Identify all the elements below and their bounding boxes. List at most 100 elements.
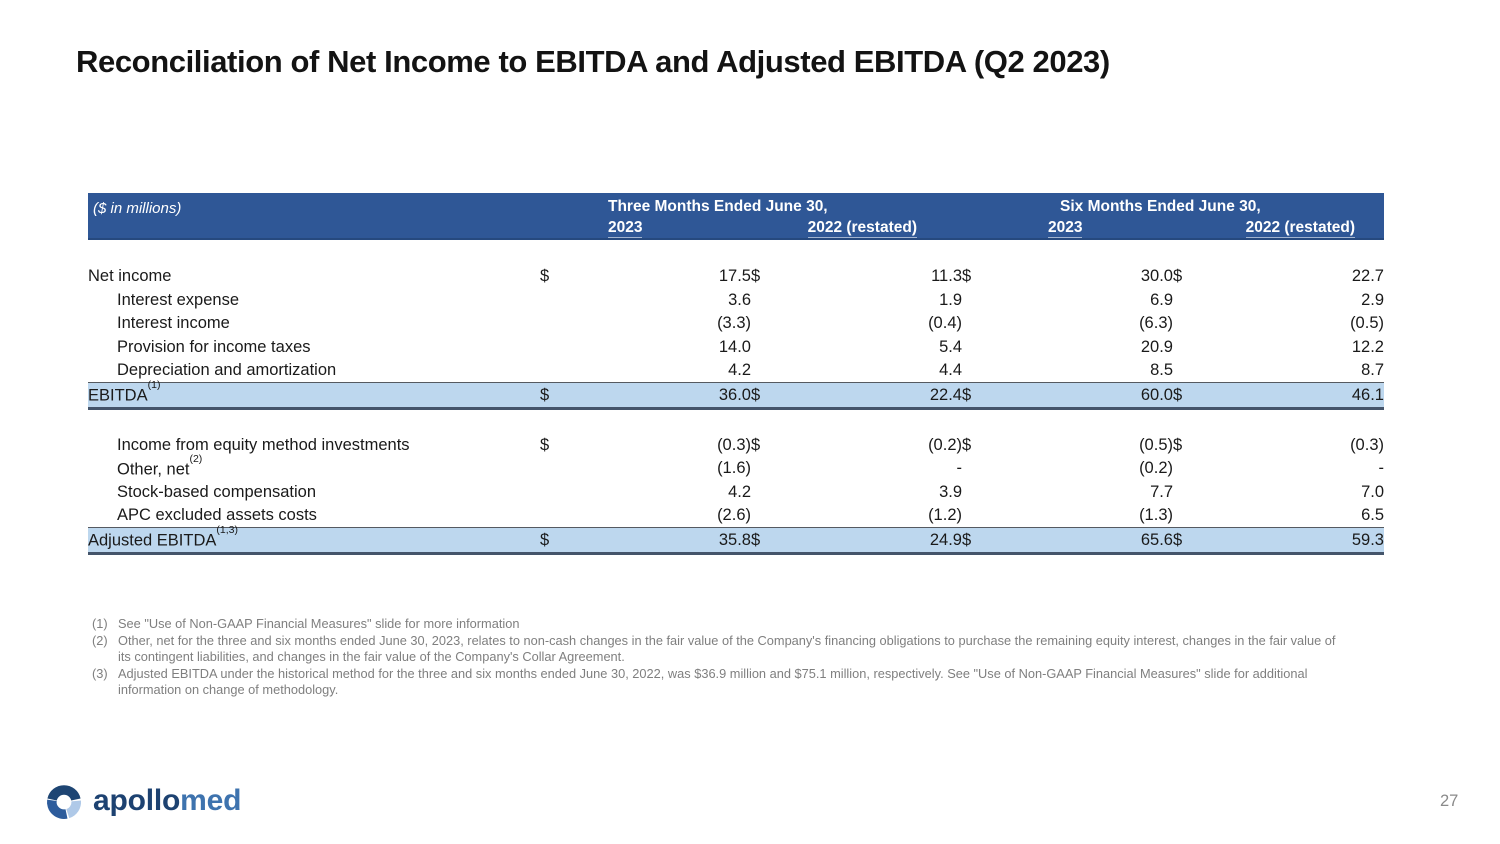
footnote: (2) Other, net for the three and six mont… <box>92 633 1346 666</box>
row-label: Net income <box>88 267 172 286</box>
table-row: APC excluded assets costs (2.6) (1.2) (1.3)… <box>88 504 1384 528</box>
value-cell: 5.4 <box>939 337 962 356</box>
value-cell: 12.2 <box>1351 337 1384 356</box>
logo-text-secondary: med <box>180 784 242 817</box>
value-cell: 36.0 <box>588 382 751 410</box>
value-cell: (0.5) <box>1350 314 1384 333</box>
footnote-number: (2) <box>92 632 108 648</box>
row-label: Other, net(2) <box>117 452 203 479</box>
currency-cell <box>751 289 799 313</box>
value-cell: 7.7 <box>1150 482 1173 501</box>
logo-text-primary: apollo <box>93 784 181 817</box>
currency-cell <box>540 481 588 505</box>
currency-cell <box>751 359 799 383</box>
currency-cell <box>962 457 1010 481</box>
row-label: Income from equity method investments <box>117 435 410 454</box>
value-cell: (6.3) <box>1139 314 1173 333</box>
value-cell: 8.5 <box>1150 361 1173 379</box>
value-cell: - <box>1378 459 1385 478</box>
currency-cell <box>540 359 588 383</box>
currency-cell <box>962 481 1010 505</box>
currency-cell: $ <box>1173 267 1183 286</box>
spacer-row <box>88 409 1384 434</box>
currency-cell <box>751 336 799 360</box>
row-label: Interest income <box>117 314 230 333</box>
value-cell: 1.9 <box>939 290 962 309</box>
table-row: Interest expense 3.6 1.9 6.9 2.9 <box>88 289 1384 313</box>
currency-cell: $ <box>751 267 761 286</box>
value-cell: 4.2 <box>728 361 751 379</box>
value-cell: - <box>956 459 963 478</box>
row-label: Stock-based compensation <box>117 482 317 501</box>
value-cell: (0.3) <box>1350 435 1384 454</box>
value-cell: 2.9 <box>1361 290 1384 309</box>
footnote-number: (3) <box>92 665 108 681</box>
currency-cell <box>751 481 799 505</box>
units-label: ($ in millions) <box>93 200 182 217</box>
table-row: EBITDA(1) $36.0 $22.4 $60.0 $46.1 <box>88 379 1384 410</box>
currency-cell: $ <box>751 527 799 555</box>
value-cell: 59.3 <box>1221 527 1384 555</box>
table-row: Adjusted EBITDA(1,3) $35.8 $24.9 $65.6 $59.3 <box>88 524 1384 555</box>
currency-cell <box>962 359 1010 383</box>
table-row: Interest income (3.3) (0.4) (6.3) (0.5) <box>88 312 1384 336</box>
value-cell: (0.4) <box>928 314 962 333</box>
column-header-3mo-2022-restated: 2022 (restated) <box>807 219 917 238</box>
value-cell: 17.5 <box>718 267 751 286</box>
currency-cell: $ <box>962 435 972 454</box>
reconciliation-table: ($ in millions) Three Months Ended June … <box>88 193 1384 555</box>
footnote-number: (1) <box>92 616 108 631</box>
value-cell: (1.3) <box>1139 506 1173 524</box>
currency-cell: $ <box>1173 382 1221 410</box>
apollomed-logo: apollomed <box>44 780 241 822</box>
currency-cell: $ <box>540 527 588 555</box>
value-cell: (1.6) <box>717 459 751 478</box>
row-label: APC excluded assets costs <box>117 506 317 524</box>
row-label: Adjusted EBITDA(1,3) <box>88 524 540 555</box>
footnote-text: Other, net for the three and six months … <box>118 632 1336 665</box>
currency-cell <box>1173 504 1221 528</box>
value-cell: 11.3 <box>931 267 962 286</box>
value-cell: 4.4 <box>939 361 962 379</box>
currency-cell: $ <box>540 435 550 454</box>
value-cell: 46.1 <box>1221 382 1384 410</box>
value-cell: (3.3) <box>717 314 751 333</box>
table-row: Provision for income taxes 14.0 5.4 20.9 12.… <box>88 336 1384 360</box>
value-cell: (0.3) <box>717 435 751 454</box>
currency-cell: $ <box>751 382 799 410</box>
value-cell: 65.6 <box>1010 527 1173 555</box>
footnote: (1) See "Use of Non-GAAP Financial Measur… <box>92 616 1346 633</box>
currency-cell <box>751 504 799 528</box>
footnotes: (1) See "Use of Non-GAAP Financial Measur… <box>92 616 1346 699</box>
currency-cell <box>540 289 588 313</box>
table-row: Income from equity method investments $ (0… <box>88 434 1384 458</box>
currency-cell <box>1173 336 1221 360</box>
value-cell: (1.2) <box>928 506 962 524</box>
column-header-3mo-2023: 2023 <box>608 219 643 238</box>
value-cell: 4.2 <box>728 482 751 501</box>
footnote: (3) Adjusted EBITDA under the historical … <box>92 666 1346 699</box>
row-label: Provision for income taxes <box>117 337 311 356</box>
value-cell: 6.9 <box>1150 290 1173 309</box>
currency-cell <box>1173 481 1221 505</box>
currency-cell: $ <box>962 527 1010 555</box>
currency-cell <box>751 312 799 336</box>
currency-cell: $ <box>540 382 588 410</box>
currency-cell <box>962 312 1010 336</box>
value-cell: 7.0 <box>1361 482 1384 501</box>
footnote-text: Adjusted EBITDA under the historical met… <box>118 665 1308 698</box>
currency-cell <box>962 336 1010 360</box>
currency-cell <box>1173 289 1221 313</box>
value-cell: 60.0 <box>1010 382 1173 410</box>
currency-cell <box>962 289 1010 313</box>
value-cell: (2.6) <box>717 506 751 524</box>
value-cell: 3.6 <box>728 290 751 309</box>
currency-cell: $ <box>962 267 972 286</box>
currency-cell <box>1173 359 1221 383</box>
row-label: Depreciation and amortization <box>117 361 337 379</box>
value-cell: 8.7 <box>1361 361 1384 379</box>
table-row: Stock-based compensation 4.2 3.9 7.7 7.0 <box>88 481 1384 505</box>
value-cell: (0.5) <box>1139 435 1173 454</box>
currency-cell <box>962 504 1010 528</box>
